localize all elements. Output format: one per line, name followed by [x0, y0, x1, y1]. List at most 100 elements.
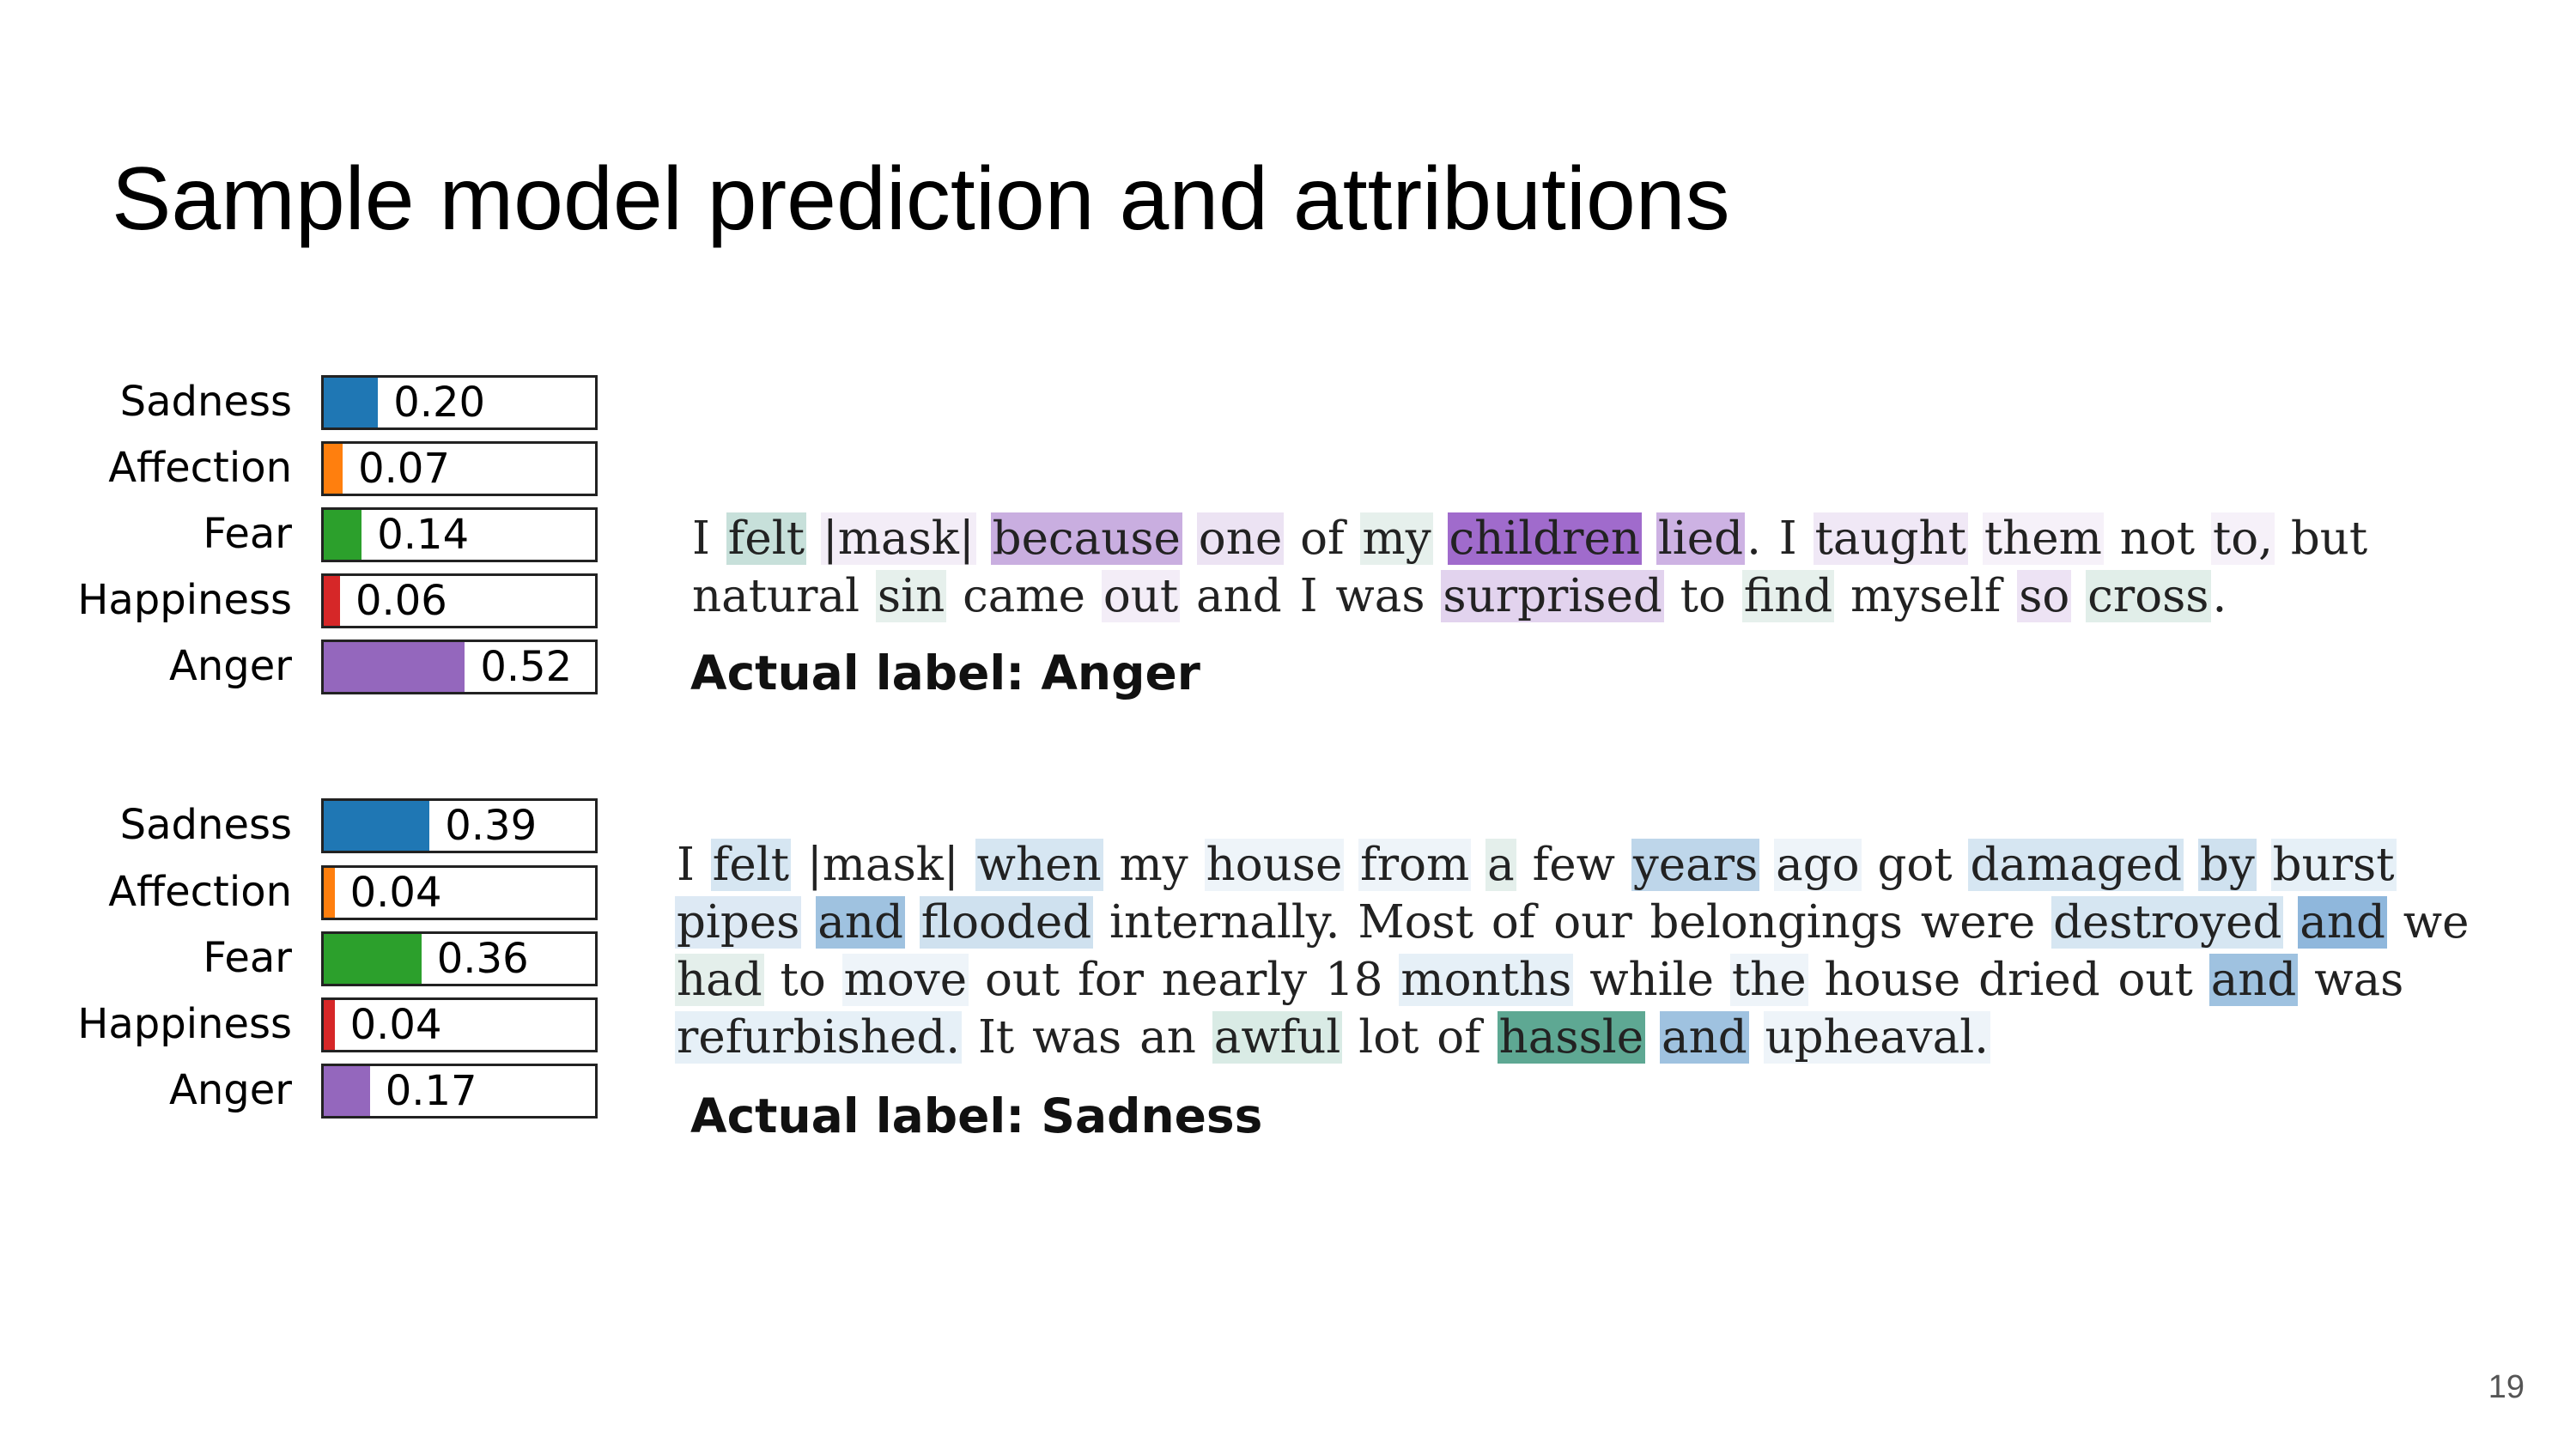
prediction-bar: 0.17 — [321, 1064, 598, 1119]
highlighted-token: burst — [2270, 839, 2397, 891]
token — [1617, 839, 1631, 891]
highlighted-token: so — [2017, 570, 2072, 622]
highlighted-token: from — [1358, 839, 1472, 891]
prediction-row-sadness: Sadness 0.39 — [0, 798, 601, 853]
highlighted-token: and — [816, 896, 905, 949]
prediction-bar: 0.36 — [321, 931, 598, 986]
prediction-label: Happiness — [77, 576, 292, 624]
highlighted-token: pipes — [675, 896, 802, 949]
token: It — [978, 1011, 1015, 1064]
prediction-bar: 0.52 — [321, 640, 598, 694]
prediction-bar-fill — [324, 1066, 370, 1116]
prediction-row-affection: Affection 0.07 — [0, 441, 601, 496]
token — [2283, 896, 2298, 949]
prediction-bar-fill — [324, 1000, 335, 1050]
token: my — [1119, 839, 1188, 891]
highlighted-token: damaged — [1968, 839, 2184, 891]
token: Most — [1358, 896, 1474, 949]
token: was — [2314, 954, 2404, 1006]
token — [1346, 512, 1361, 565]
token — [976, 512, 991, 565]
highlighted-token: refurbished. — [675, 1011, 963, 1064]
highlighted-token: sin — [875, 570, 947, 622]
highlighted-token: them — [1982, 512, 2104, 565]
highlighted-token: surprised — [1441, 570, 1664, 622]
token — [1475, 896, 1490, 949]
prediction-value: 0.14 — [377, 511, 470, 559]
token — [1516, 839, 1531, 891]
prediction-label: Anger — [169, 642, 292, 690]
token — [806, 512, 821, 565]
prediction-row-happiness: Happiness 0.06 — [0, 573, 601, 628]
text-line: natural sin came out and I was surprised… — [690, 567, 2369, 625]
token — [1634, 896, 1649, 949]
token — [961, 839, 975, 891]
token — [2387, 896, 2402, 949]
token — [1341, 896, 1356, 949]
token — [1905, 896, 1919, 949]
token: dried — [1978, 954, 2100, 1006]
token — [1573, 954, 1588, 1006]
token — [1182, 512, 1197, 565]
highlighted-token: because — [990, 512, 1182, 565]
token: I — [692, 512, 710, 565]
prediction-label: Affection — [108, 868, 292, 916]
prediction-bar: 0.04 — [321, 865, 598, 920]
highlighted-token: my — [1360, 512, 1433, 565]
token — [1123, 1011, 1138, 1064]
highlighted-token: find — [1741, 570, 1835, 622]
prediction-value: 0.06 — [355, 577, 447, 625]
highlighted-token: felt — [726, 512, 807, 565]
prediction-row-sadness: Sadness 0.20 — [0, 375, 601, 430]
token — [1537, 896, 1552, 949]
token — [1284, 570, 1298, 622]
prediction-value: 0.17 — [385, 1067, 477, 1115]
token — [962, 1011, 976, 1064]
prediction-bar-fill — [324, 576, 340, 626]
actual-label-1: Actual label: Anger — [690, 646, 1200, 700]
token — [1145, 954, 1160, 1006]
highlighted-token: and — [1659, 1011, 1749, 1064]
token: to — [1680, 570, 1726, 622]
token: of — [1491, 896, 1536, 949]
token — [2196, 512, 2211, 565]
token: out — [984, 954, 1060, 1006]
prediction-bar: 0.20 — [321, 375, 598, 430]
prediction-bar: 0.07 — [321, 441, 598, 496]
token — [1483, 1011, 1498, 1064]
token — [1759, 839, 1774, 891]
token — [861, 570, 876, 622]
token — [2298, 954, 2312, 1006]
token — [905, 896, 920, 949]
token — [1320, 570, 1334, 622]
highlighted-token: children — [1447, 512, 1642, 565]
token — [1420, 1011, 1435, 1064]
token — [1645, 1011, 1660, 1064]
highlighted-token: years — [1631, 839, 1760, 891]
prediction-value: 0.07 — [358, 445, 450, 493]
token: but — [2290, 512, 2368, 565]
prediction-bar-fill — [324, 642, 465, 692]
highlighted-token: by — [2197, 839, 2257, 891]
token: 18 — [1325, 954, 1383, 1006]
highlighted-token: had — [675, 954, 764, 1006]
highlighted-token: hassle — [1497, 1011, 1646, 1064]
token: few — [1532, 839, 1615, 891]
prediction-value: 0.39 — [445, 802, 538, 850]
highlighted-token: |mask| — [820, 512, 976, 565]
highlighted-token: one — [1196, 512, 1285, 565]
token: of — [1300, 512, 1345, 565]
token: and — [1196, 570, 1282, 622]
token — [2184, 839, 2198, 891]
highlighted-token: ago — [1774, 839, 1862, 891]
text-line: pipes and flooded internally. Most of ou… — [675, 894, 2471, 951]
prediction-bar-fill — [324, 934, 422, 984]
token: while — [1589, 954, 1714, 1006]
prediction-row-fear: Fear 0.36 — [0, 931, 601, 986]
token: belongings — [1649, 896, 1903, 949]
token — [1962, 954, 1977, 1006]
token — [2257, 839, 2271, 891]
prediction-bar-fill — [324, 444, 343, 494]
token: |mask| — [806, 839, 959, 891]
highlighted-token: upheaval. — [1763, 1011, 1991, 1064]
